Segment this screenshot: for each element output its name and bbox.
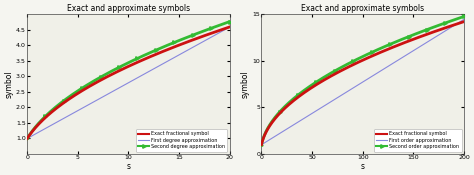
Y-axis label: symbol: symbol (241, 70, 250, 98)
Y-axis label: symbol: symbol (4, 70, 13, 98)
Legend: Exact fractional symbol, First degree approximation, Second degree approximation: Exact fractional symbol, First degree ap… (136, 129, 227, 152)
Title: Exact and approximate symbols: Exact and approximate symbols (67, 4, 190, 13)
X-axis label: s: s (127, 162, 130, 171)
Legend: Exact fractional symbol, First order approximation, Second order approximation: Exact fractional symbol, First order app… (374, 129, 462, 152)
X-axis label: s: s (361, 162, 365, 171)
Title: Exact and approximate symbols: Exact and approximate symbols (301, 4, 424, 13)
